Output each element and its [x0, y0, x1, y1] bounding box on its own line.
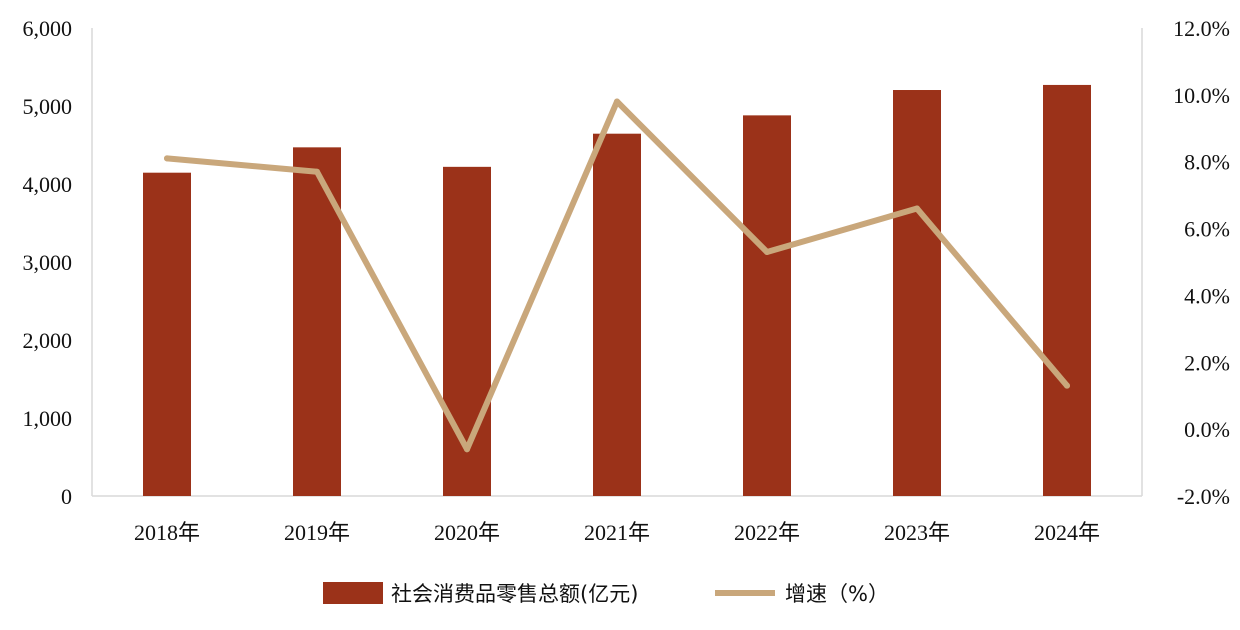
bar-2021年 [593, 133, 641, 496]
x-tick-label: 2023年 [884, 520, 950, 545]
x-tick-label: 2021年 [584, 520, 650, 545]
growth-point-2022年 [764, 248, 770, 255]
right-tick-label: 2.0% [1184, 350, 1230, 375]
growth-line-series [164, 98, 1070, 453]
right-tick-label: -2.0% [1177, 484, 1230, 509]
x-tick-label: 2024年 [1034, 520, 1100, 545]
x-tick-label: 2022年 [734, 520, 800, 545]
bar-2020年 [443, 166, 491, 496]
legend-bar-swatch [323, 582, 383, 604]
right-tick-label: 6.0% [1184, 217, 1230, 242]
left-tick-label: 0 [61, 484, 72, 509]
growth-point-2020年 [464, 446, 470, 453]
left-tick-label: 5,000 [23, 94, 73, 119]
left-tick-label: 1,000 [23, 406, 73, 431]
growth-point-2023年 [914, 205, 920, 212]
right-tick-label: 0.0% [1184, 417, 1230, 442]
left-tick-label: 3,000 [23, 250, 73, 275]
right-tick-label: 12.0% [1173, 16, 1230, 41]
bar-2023年 [893, 90, 941, 496]
right-tick-label: 10.0% [1173, 83, 1230, 108]
legend-bar-label: 社会消费品零售总额(亿元) [391, 582, 638, 606]
left-tick-label: 6,000 [23, 16, 73, 41]
bar-2024年 [1043, 84, 1091, 496]
right-axis-tick-labels: -2.0% 0.0% 2.0% 4.0% 6.0% 8.0% 10.0% 12.0% [1173, 16, 1230, 509]
bar-2022年 [743, 115, 791, 497]
x-axis-tick-labels: 2018年 2019年 2020年 2021年 2022年 2023年 2024年 [134, 520, 1100, 545]
x-tick-label: 2020年 [434, 520, 500, 545]
bar-series [143, 84, 1091, 497]
legend: 社会消费品零售总额(亿元) 增速（%） [323, 582, 889, 606]
growth-point-2024年 [1064, 382, 1070, 389]
left-axis-tick-labels: 0 1,000 2,000 3,000 4,000 5,000 6,000 [23, 16, 73, 509]
plot-area [91, 28, 1143, 497]
legend-line-label: 增速（%） [785, 582, 889, 606]
bar-2018年 [143, 172, 191, 496]
right-tick-label: 8.0% [1184, 150, 1230, 175]
x-tick-label: 2018年 [134, 520, 200, 545]
growth-point-2018年 [164, 155, 170, 162]
right-tick-label: 4.0% [1184, 283, 1230, 308]
left-tick-label: 2,000 [23, 328, 73, 353]
growth-point-2019年 [314, 168, 320, 175]
x-tick-label: 2019年 [284, 520, 350, 545]
left-tick-label: 4,000 [23, 172, 73, 197]
growth-point-2021年 [614, 98, 620, 105]
